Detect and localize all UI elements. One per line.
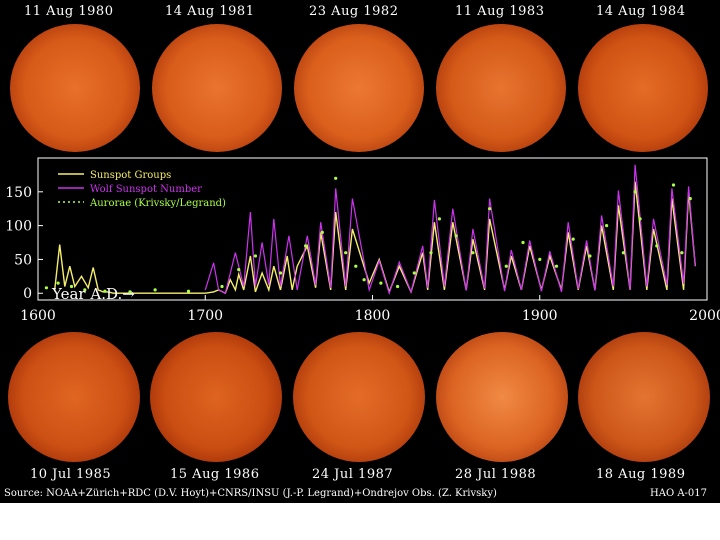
sun-image-1988: [436, 332, 568, 462]
aurora-point: [44, 286, 49, 290]
aurora-point: [571, 237, 575, 241]
top-date-5: 14 Aug 1984: [596, 4, 686, 19]
x-tick-label: 1900: [522, 308, 558, 324]
top-date-2: 14 Aug 1981: [165, 4, 255, 19]
y-tick-label: 150: [5, 185, 32, 201]
sun-image-1984: [578, 24, 708, 152]
sun-image-1980: [10, 24, 140, 152]
x-tick-label: 1600: [20, 308, 56, 324]
aurora-point: [186, 289, 191, 293]
legend-label-wolf-sunspot-number: Wolf Sunspot Number: [90, 184, 202, 195]
aurora-point: [655, 244, 659, 248]
aurora-point: [153, 288, 157, 292]
y-tick-label: 0: [23, 286, 32, 302]
bottom-date-1: 10 Jul 1985: [30, 467, 112, 482]
sun-image-1985: [8, 332, 140, 462]
aurora-point: [454, 234, 458, 238]
top-date-1: 11 Aug 1980: [24, 4, 114, 19]
aurora-point: [471, 251, 475, 255]
aurora-point: [396, 284, 400, 289]
aurora-point: [354, 264, 358, 268]
sun-image-1989: [578, 332, 710, 462]
aurora-point: [362, 278, 366, 282]
aurora-point: [488, 207, 492, 211]
aurora-point: [605, 224, 609, 228]
figure-panel: 11 Aug 1980 14 Aug 1981 23 Aug 1982 11 A…: [0, 0, 720, 503]
sun-image-1981: [152, 24, 282, 152]
bottom-date-4: 28 Jul 1988: [455, 467, 537, 482]
source-credit: Source: NOAA+Zürich+RDC (D.V. Hoyt)+CNRS…: [4, 488, 497, 499]
x-tick-label: 1800: [355, 308, 391, 324]
aurora-point: [320, 230, 324, 234]
aurora-point: [128, 290, 132, 294]
aurora-point: [437, 217, 441, 221]
top-date-3: 23 Aug 1982: [309, 4, 399, 19]
sun-image-1986: [150, 332, 282, 462]
aurora-point: [638, 217, 642, 221]
aurora-point: [429, 251, 433, 255]
aurora-point: [334, 176, 338, 180]
aurora-point: [554, 264, 559, 268]
aurora-point: [278, 271, 283, 275]
aurora-point: [220, 284, 224, 289]
aurora-point: [521, 240, 525, 245]
aurora-point: [103, 289, 107, 293]
aurora-point: [83, 288, 87, 292]
sun-image-1983: [436, 24, 566, 152]
x-tick-label: 1700: [187, 308, 223, 324]
aurora-point: [621, 251, 626, 255]
aurora-point: [56, 281, 60, 285]
aurora-point: [671, 183, 676, 187]
bottom-date-5: 18 Aug 1989: [596, 467, 686, 482]
figure-code: HAO A-017: [650, 488, 708, 499]
aurora-point: [379, 281, 383, 285]
sun-image-1982: [294, 24, 424, 152]
series-line-wolf-sunspot-number: [204, 164, 696, 296]
aurora-point: [633, 190, 637, 194]
aurora-point: [69, 284, 74, 289]
aurora-point: [588, 254, 592, 258]
aurora-point: [538, 257, 542, 261]
legend-label-aurorae-krivsky-legrand: Aurorae (Krivsky/Legrand): [89, 198, 226, 209]
aurora-point: [237, 268, 241, 272]
aurora-point: [680, 251, 684, 255]
top-date-4: 11 Aug 1983: [455, 4, 545, 19]
bottom-date-3: 24 Jul 1987: [312, 467, 394, 482]
aurora-point: [412, 271, 416, 275]
y-tick-label: 100: [5, 219, 32, 235]
aurora-point: [504, 264, 508, 268]
bottom-date-2: 15 Aug 1986: [170, 467, 260, 482]
aurora-point: [253, 254, 257, 258]
aurora-point: [344, 251, 348, 255]
aurora-point: [688, 197, 692, 201]
y-tick-label: 50: [14, 252, 32, 268]
sun-image-1987: [293, 332, 425, 462]
aurora-point: [304, 244, 308, 248]
legend-label-sunspot-groups: Sunspot Groups: [90, 170, 171, 181]
x-axis-label: Year A.D.→: [51, 285, 135, 303]
